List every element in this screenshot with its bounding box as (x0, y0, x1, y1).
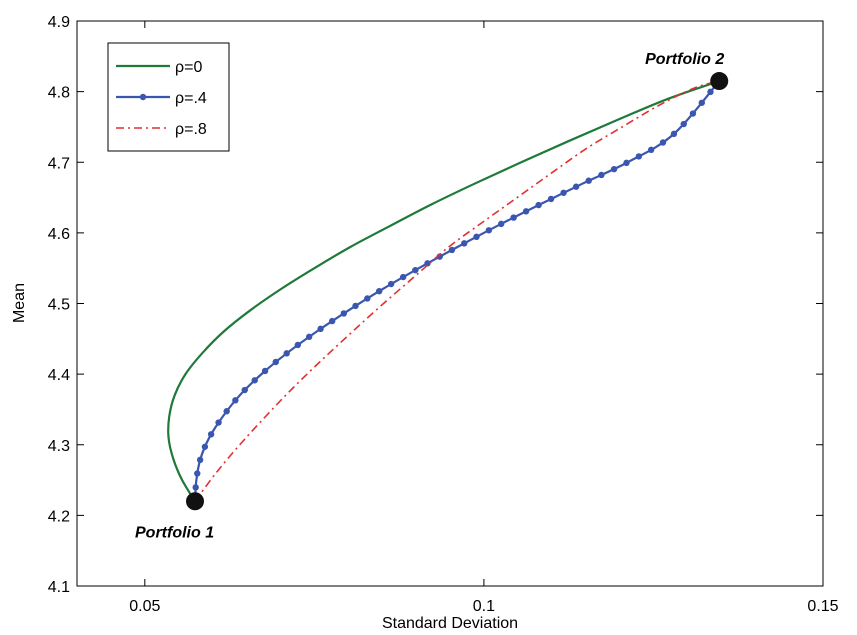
series-marker (610, 165, 618, 173)
series-marker (201, 443, 209, 450)
series-marker (364, 295, 371, 302)
series-marker (387, 280, 395, 288)
series-marker (473, 233, 480, 241)
series-marker (215, 419, 222, 426)
portfolio-point (710, 72, 729, 91)
x-tick-label: 0.15 (807, 598, 838, 615)
series-line-0 (167, 79, 720, 502)
series-marker (352, 302, 359, 310)
series-marker (535, 201, 542, 209)
portfolio-point (186, 492, 205, 511)
series-marker (424, 260, 431, 267)
series-marker (670, 130, 678, 138)
y-tick-label: 4.6 (48, 226, 70, 243)
series-marker (647, 146, 655, 154)
series-marker (448, 246, 456, 254)
series-marker (461, 240, 468, 247)
y-tick-label: 4.9 (48, 14, 70, 31)
point-annotations: Portfolio 1 Portfolio 2 (135, 51, 724, 541)
series-marker (412, 266, 419, 274)
legend-label: ρ=.8 (175, 121, 207, 138)
y-axis-label: Mean (11, 283, 28, 323)
series-marker (680, 120, 687, 128)
series-marker (317, 325, 324, 333)
series-marker (251, 377, 258, 384)
series-marker (547, 195, 555, 203)
y-tick-label: 4.7 (48, 155, 70, 172)
y-tick-label: 4.5 (48, 297, 70, 314)
x-tick-label: 0.05 (129, 598, 160, 615)
series-marker (698, 99, 706, 106)
axis-ticks (77, 20, 824, 587)
portfolio-label: Portfolio 2 (645, 51, 724, 68)
series-marker (241, 386, 248, 394)
legend-label: ρ=.4 (175, 90, 207, 107)
series-marker (707, 88, 714, 96)
series-marker (294, 341, 302, 349)
series-marker (598, 171, 605, 179)
x-tick-label: 0.1 (473, 598, 495, 615)
series-marker (223, 408, 230, 415)
y-tick-label: 4.1 (48, 579, 70, 596)
series-marker (232, 397, 239, 404)
legend-marker (139, 93, 147, 101)
series-marker (522, 208, 530, 215)
series-marker (498, 220, 505, 228)
series-marker (261, 367, 269, 375)
series-marker (623, 159, 630, 167)
series-marker (400, 273, 407, 281)
series-line-1 (193, 80, 721, 502)
chart-marks (167, 72, 729, 511)
series-marker (194, 470, 201, 477)
series-marker (510, 214, 517, 221)
x-axis-label: Standard Deviation (382, 615, 518, 632)
series-marker (689, 110, 697, 117)
series-marker (340, 310, 348, 317)
series-marker (375, 287, 383, 295)
series-marker (572, 183, 580, 190)
series-marker (192, 484, 199, 491)
series-marker (305, 333, 313, 341)
portfolio-label: Portfolio 1 (135, 524, 214, 541)
tick-labels: 0.05 0.1 0.15 4.1 4.2 4.3 4.4 4.5 4.6 4.7 4.8 4.9 (48, 14, 839, 615)
series-marker (283, 350, 290, 357)
legend-label: ρ=0 (175, 59, 202, 76)
series-marker (635, 153, 643, 160)
series-marker (207, 431, 215, 438)
legend: ρ=0 ρ=.4 ρ=.8 (107, 42, 230, 152)
series-marker (196, 456, 204, 464)
y-tick-label: 4.8 (48, 85, 70, 102)
series-marker (585, 177, 592, 184)
series-marker (560, 189, 567, 196)
y-tick-label: 4.3 (48, 438, 70, 455)
series-marker (328, 317, 336, 325)
y-tick-label: 4.2 (48, 508, 70, 525)
series-marker (485, 227, 493, 234)
y-tick-label: 4.4 (48, 367, 70, 384)
series-marker (659, 139, 667, 146)
series-marker (272, 358, 279, 366)
